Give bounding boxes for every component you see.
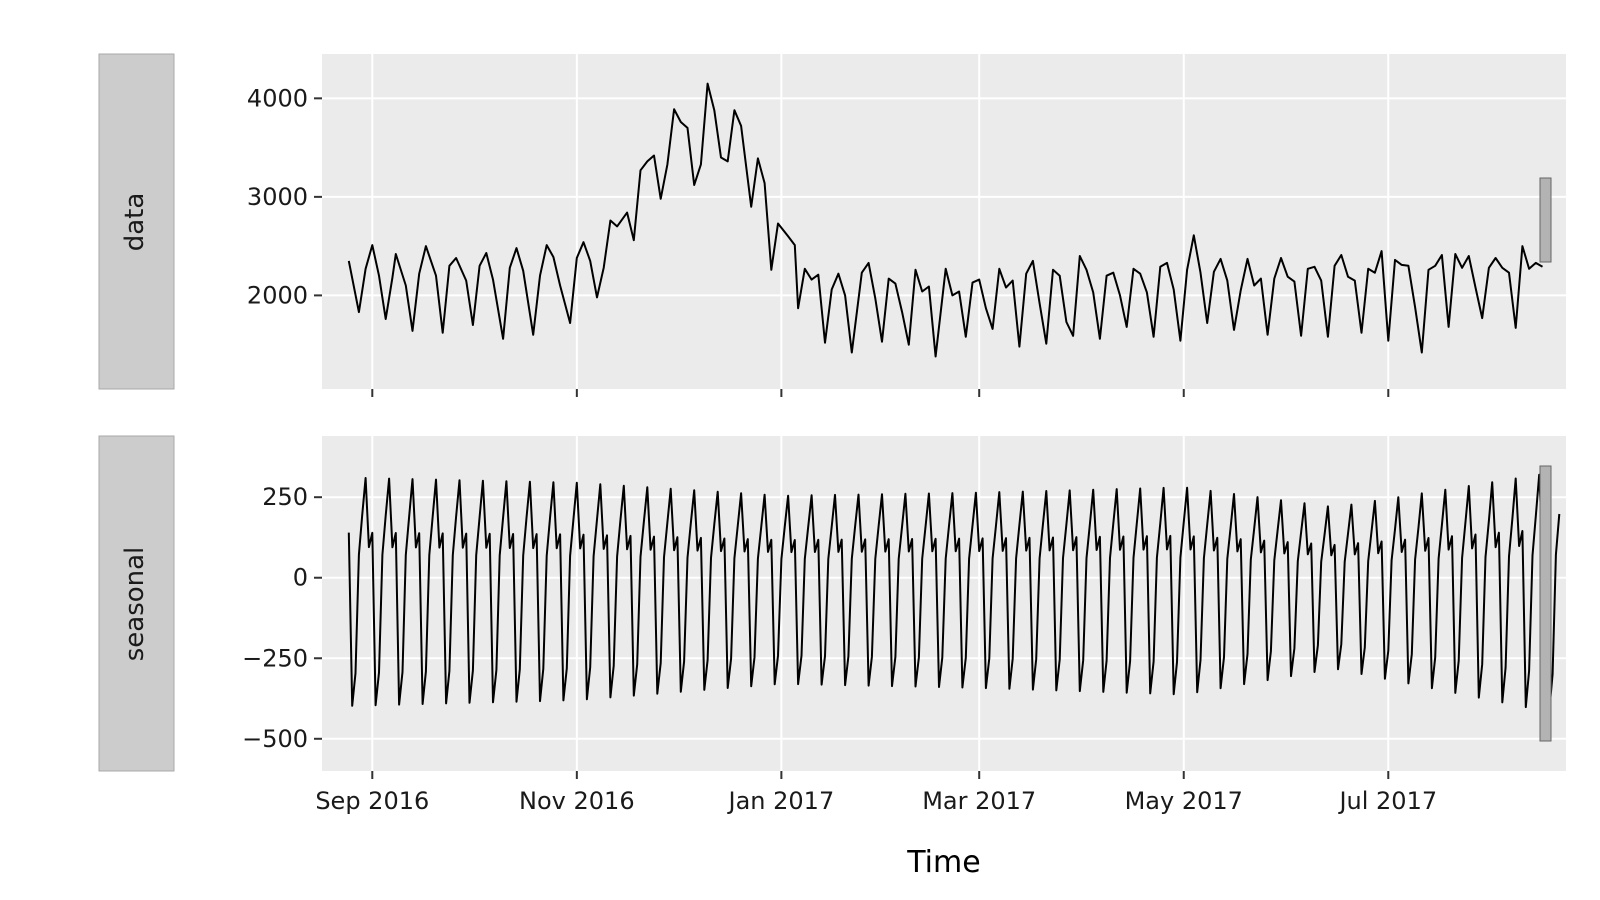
y-tick-label-1: −250 (242, 644, 308, 672)
x-axis-ticks-data (371, 389, 1390, 397)
x-tick-label-4: May 2017 (1125, 787, 1243, 815)
y-tick-label-0: 2000 (247, 281, 308, 309)
series-line-seasonal (347, 473, 1561, 713)
x-tick-label-3: Mar 2017 (922, 787, 1036, 815)
strip-data (98, 53, 175, 390)
plot-area-data (322, 54, 1566, 389)
x-axis-seasonal: Sep 2016 Nov 2016 Jan 2017 Mar 2017 May 2017… (315, 771, 1437, 815)
x-tick-label-1: Nov 2016 (519, 787, 635, 815)
y-tick-label-1: 3000 (247, 183, 308, 211)
series-line-data (347, 82, 1544, 358)
y-axis-seasonal: −500 −250 0 250 (242, 483, 322, 753)
scale-bar-data (1539, 177, 1552, 263)
y-tick-label-0: −500 (242, 725, 308, 753)
y-axis-data: 2000 3000 4000 (247, 84, 322, 309)
strip-seasonal (98, 435, 175, 772)
y-tick-label-3: 250 (262, 483, 308, 511)
scale-bar-seasonal (1539, 465, 1552, 742)
strip-label-seasonal: seasonal (120, 547, 150, 662)
panel-data: data 2000 3000 4000 (98, 53, 1566, 397)
x-tick-label-5: Jul 2017 (1337, 787, 1437, 815)
x-tick-label-2: Jan 2017 (727, 787, 835, 815)
panel-seasonal: seasonal −500 −250 0 250 Sep 2016 Nov 2016 Ja… (98, 435, 1566, 815)
x-axis-title: Time (906, 845, 980, 880)
x-tick-label-0: Sep 2016 (315, 787, 429, 815)
y-tick-label-2: 0 (293, 564, 308, 592)
y-tick-label-2: 4000 (247, 84, 308, 112)
strip-label-data: data (120, 193, 150, 252)
